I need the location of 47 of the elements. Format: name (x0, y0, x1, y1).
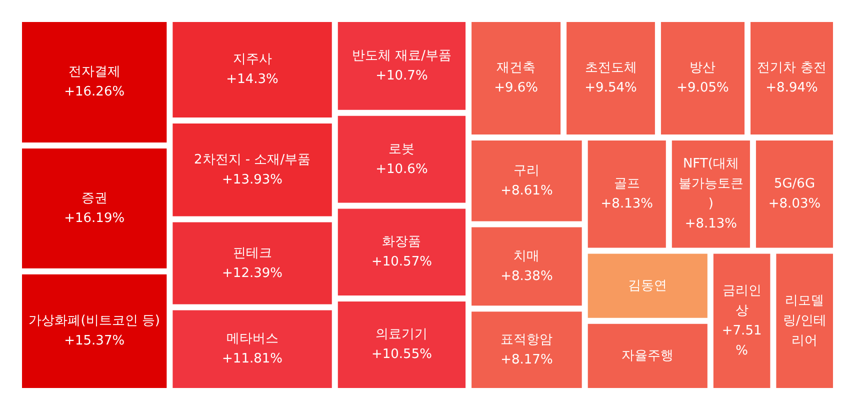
data-label: +8.38% (500, 268, 553, 284)
category-label: 가상화폐(비트코인 등) (28, 314, 160, 329)
category-label: 방산 (690, 60, 716, 76)
data-label: +8.61% (500, 183, 553, 198)
data-label: +8.13% (600, 196, 653, 212)
data-label: +8.94% (766, 80, 818, 96)
category-label: 화장품 (382, 234, 422, 250)
category-label: 핀테크 (232, 246, 272, 261)
category-label: 의료기기 (376, 327, 428, 342)
category-label: 메타버스 (226, 332, 278, 347)
data-label: +9.54% (584, 80, 637, 96)
data-label: +10.7% (376, 68, 428, 84)
category-label: 로봇 (388, 142, 415, 157)
category-label: 표적항암 (500, 332, 553, 348)
category-label: NFT(대체불가능토큰) (678, 156, 744, 212)
category-label: 재건축 (496, 60, 536, 76)
data-label: +11.81% (222, 352, 283, 367)
data-label: +15.37% (64, 334, 125, 349)
data-label: +8.03% (768, 196, 821, 212)
category-label: 리모델링/인테리어 (782, 293, 826, 348)
data-label: +16.26% (64, 84, 125, 100)
data-label: +8.13% (684, 216, 738, 232)
data-label: +13.93% (222, 172, 283, 188)
data-label: +16.19% (64, 210, 125, 226)
category-label: 김동연 (628, 278, 668, 294)
category-label: 구리 (514, 163, 540, 178)
category-label: 전기차 충전 (757, 60, 826, 76)
category-label: 전자결제 (68, 64, 120, 80)
data-label: +9.6% (494, 80, 538, 96)
category-label: 반도체 재료/부품 (352, 48, 452, 64)
data-label: +7.51% (722, 323, 762, 358)
category-label: 초전도체 (584, 60, 637, 76)
data-label: +10.55% (371, 347, 432, 362)
category-label: 골프 (614, 176, 640, 192)
category-label: 2차전지 - 소재/부품 (194, 152, 311, 168)
category-label: 자율주행 (622, 348, 674, 364)
category-label: 금리인상 (722, 283, 762, 318)
data-label: +8.17% (500, 352, 553, 368)
category-label: 지주사 (232, 52, 272, 68)
category-label: 5G/6G (774, 176, 816, 192)
category-label: 증권 (81, 190, 108, 206)
data-label: +10.57% (371, 254, 432, 270)
data-label: +14.3% (226, 72, 278, 88)
data-label: +10.6% (376, 162, 428, 177)
data-label: +12.39% (222, 266, 283, 281)
category-label: 치매 (514, 248, 540, 264)
data-label: +9.05% (676, 80, 729, 96)
